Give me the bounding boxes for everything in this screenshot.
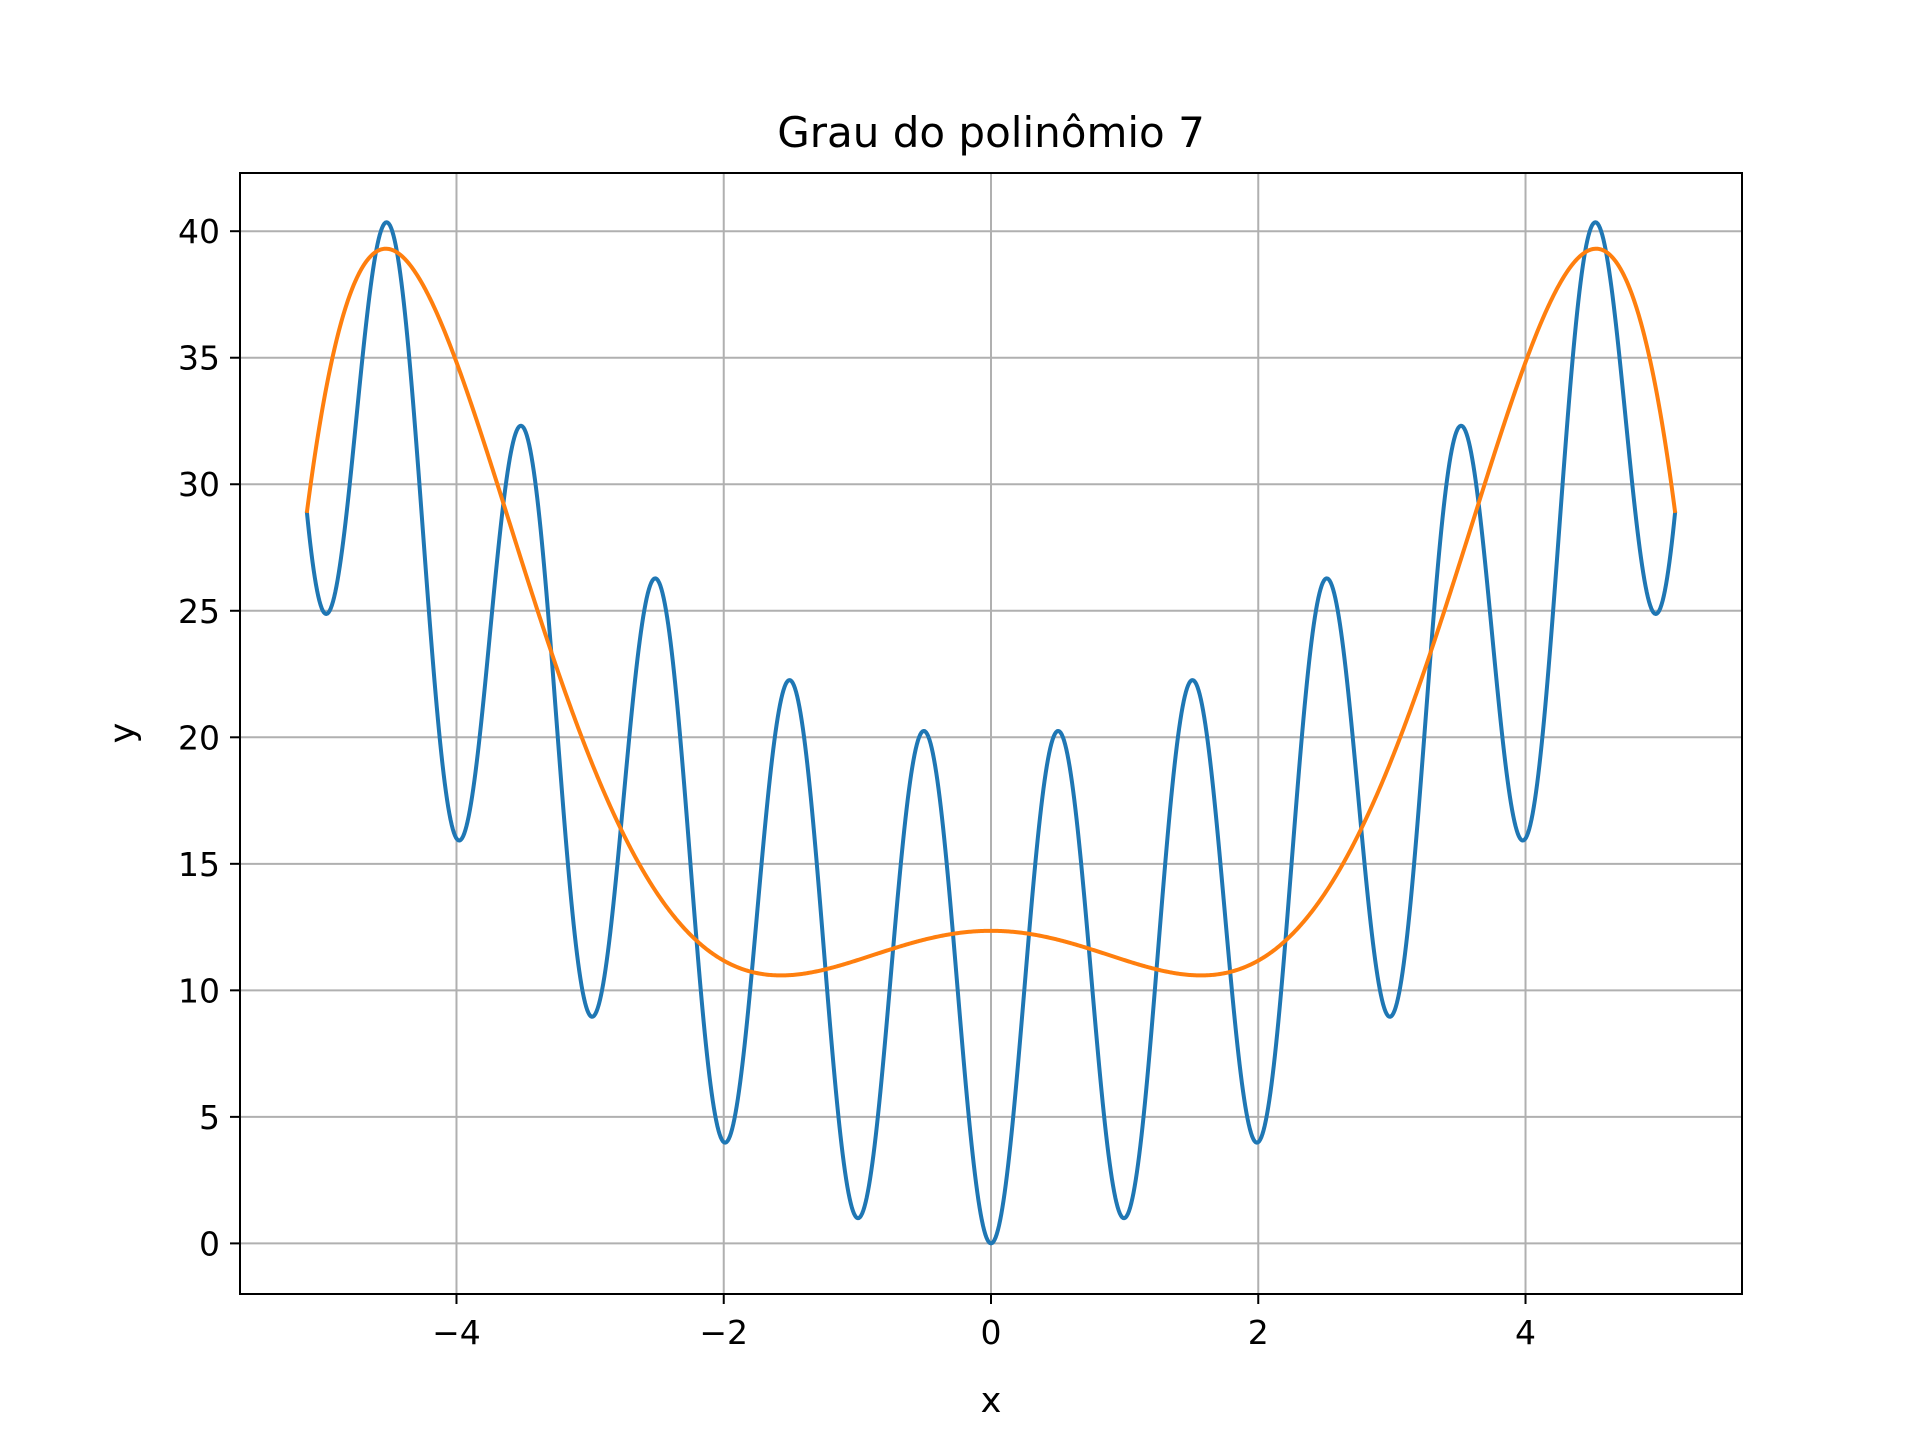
y-tick-label: 40 — [178, 212, 220, 251]
y-tick-label: 35 — [178, 339, 220, 378]
series-line-function — [304, 220, 1678, 1246]
y-tick-label: 30 — [178, 465, 220, 504]
x-tick-label: 0 — [981, 1313, 1002, 1352]
chart-title: Grau do polinômio 7 — [777, 108, 1205, 157]
y-tick-label: 0 — [199, 1224, 220, 1263]
y-tick-label: 5 — [199, 1098, 220, 1137]
x-tick-label: −4 — [432, 1313, 481, 1352]
y-tick-label: 15 — [178, 845, 220, 884]
y-axis-label: y — [103, 723, 143, 744]
series-line-polynomial-fit — [304, 246, 1678, 978]
y-tick-label: 10 — [178, 971, 220, 1010]
x-tick-label: 2 — [1248, 1313, 1269, 1352]
x-tick-label: 4 — [1515, 1313, 1536, 1352]
x-tick-label: −2 — [699, 1313, 748, 1352]
y-tick-label: 25 — [178, 592, 220, 631]
plot-lines — [304, 220, 1678, 1246]
x-axis-label: x — [981, 1381, 1002, 1421]
y-tick-label: 20 — [178, 718, 220, 757]
